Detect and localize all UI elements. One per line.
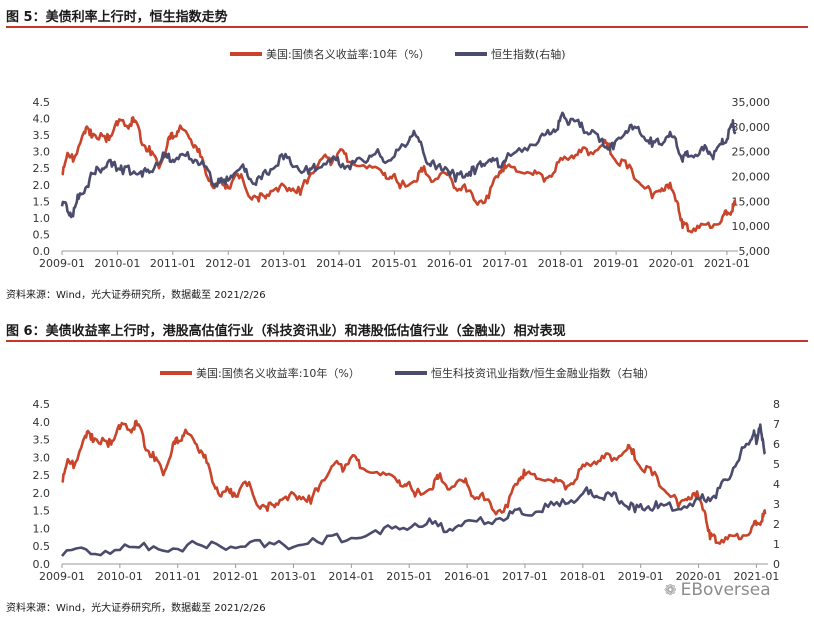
y-right-tick-label: 5 xyxy=(773,458,780,471)
x-tick-label: 2021-01 xyxy=(733,570,779,583)
x-tick-label: 2019-01 xyxy=(618,570,664,583)
x-tick-label: 2021-01 xyxy=(704,257,750,270)
y-right-tick-label: 3 xyxy=(773,498,780,511)
series-line-1 xyxy=(60,111,737,219)
y-left-tick-label: 3.5 xyxy=(33,129,51,142)
y-right-tick-label: 4 xyxy=(773,478,780,491)
x-tick-label: 2011-01 xyxy=(150,257,196,270)
y-right-tick-label: 8 xyxy=(773,398,780,411)
y-left-tick-label: 0.0 xyxy=(33,558,51,571)
y-left-tick-label: 2.5 xyxy=(33,469,51,482)
y-left-tick-label: 4.5 xyxy=(33,398,51,411)
x-tick-label: 2010-01 xyxy=(94,257,140,270)
y-right-tick-label: 1 xyxy=(773,538,780,551)
figure1-source: 资料来源：Wind，光大证券研究所，数据截至 2021/2/26 xyxy=(6,290,266,301)
y-left-tick-label: 1.0 xyxy=(33,212,51,225)
x-tick-label: 2013-01 xyxy=(261,257,307,270)
y-left-tick-label: 3.5 xyxy=(33,434,51,447)
x-tick-label: 2019-01 xyxy=(593,257,639,270)
x-tick-label: 2014-01 xyxy=(328,570,374,583)
x-tick-label: 2013-01 xyxy=(270,570,316,583)
x-tick-label: 2017-01 xyxy=(502,570,548,583)
legend-label-1: 恒生科技资讯业指数/恒生金融业指数（右轴） xyxy=(431,366,655,380)
x-tick-label: 2017-01 xyxy=(482,257,528,270)
x-tick-label: 2009-01 xyxy=(39,257,85,270)
figure2-chart: 2009-01 2010-01 2011-01 2012-01 2013-01 2014-… xyxy=(33,366,781,583)
y-left-tick-label: 2.0 xyxy=(33,179,51,192)
series-line-0 xyxy=(61,419,767,545)
legend-label-1: 恒生指数(右轴) xyxy=(491,47,566,61)
y-right-tick-label: 10,000 xyxy=(732,220,771,233)
x-tick-label: 2020-01 xyxy=(649,257,695,270)
x-tick-label: 2010-01 xyxy=(97,570,143,583)
y-right-tick-label: 15,000 xyxy=(732,195,771,208)
watermark: ❁ EBoversea xyxy=(664,580,771,600)
y-left-tick-label: 4.0 xyxy=(33,113,51,126)
y-left-tick-label: 0.5 xyxy=(33,228,51,241)
y-right-tick-label: 35,000 xyxy=(732,96,771,109)
series-line-1 xyxy=(61,423,767,557)
series-line-0 xyxy=(61,116,737,234)
y-left-tick-label: 4.5 xyxy=(33,96,51,109)
x-tick-label: 2012-01 xyxy=(213,570,259,583)
y-right-tick-label: 5,000 xyxy=(739,245,771,258)
x-tick-label: 2016-01 xyxy=(444,570,490,583)
y-left-tick-label: 3.0 xyxy=(33,146,51,159)
legend-label-0: 美国:国债名义收益率:10年（%） xyxy=(266,47,430,61)
y-left-tick-label: 2.5 xyxy=(33,162,51,175)
y-right-tick-label: 30,000 xyxy=(732,121,771,134)
x-tick-label: 2011-01 xyxy=(155,570,201,583)
x-tick-label: 2012-01 xyxy=(205,257,251,270)
y-right-tick-label: 2 xyxy=(773,518,780,531)
y-left-tick-label: 0.5 xyxy=(33,540,51,553)
y-left-tick-label: 3.0 xyxy=(33,451,51,464)
x-tick-label: 2020-01 xyxy=(676,570,722,583)
y-right-tick-label: 0 xyxy=(773,558,780,571)
figure1-chart: 2009-01 2010-01 2011-01 2012-01 2013-01 2014-… xyxy=(33,47,771,270)
x-tick-label: 2018-01 xyxy=(560,570,606,583)
y-left-tick-label: 2.0 xyxy=(33,487,51,500)
y-right-tick-label: 20,000 xyxy=(732,171,771,184)
wechat-icon: ❁ xyxy=(664,581,677,599)
figure1-title-rule xyxy=(6,26,808,28)
figure1-title: 图 5：美债利率上行时，恒生指数走势 xyxy=(6,10,228,25)
x-tick-label: 2009-01 xyxy=(39,570,85,583)
y-right-tick-label: 7 xyxy=(773,418,780,431)
y-left-tick-label: 1.5 xyxy=(33,195,51,208)
watermark-text: EBoversea xyxy=(680,580,771,600)
y-right-tick-label: 6 xyxy=(773,438,780,451)
x-tick-label: 2016-01 xyxy=(427,257,473,270)
figure2-source: 资料来源：Wind，光大证券研究所，数据截至 2021/2/26 xyxy=(6,603,266,614)
figure2-title: 图 6：美债收益率上行时，港股高估值行业（科技资讯业）和港股低估值行业（金融业）… xyxy=(6,324,566,339)
x-tick-label: 2015-01 xyxy=(386,570,432,583)
y-left-tick-label: 0.0 xyxy=(33,245,51,258)
legend-label-0: 美国:国债名义收益率:10年（%） xyxy=(196,366,360,380)
y-right-tick-label: 25,000 xyxy=(732,146,771,159)
y-left-tick-label: 4.0 xyxy=(33,416,51,429)
x-tick-label: 2015-01 xyxy=(371,257,417,270)
y-left-tick-label: 1.5 xyxy=(33,505,51,518)
y-left-tick-label: 1.0 xyxy=(33,522,51,535)
x-tick-label: 2018-01 xyxy=(538,257,584,270)
figure2-title-rule xyxy=(6,340,808,342)
x-tick-label: 2014-01 xyxy=(316,257,362,270)
